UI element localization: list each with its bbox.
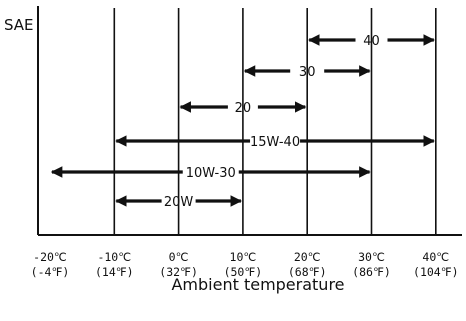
- grade-range-2: 20: [179, 101, 307, 116]
- temperature-tick-labels: -20℃(-4℉) -10℃(14℉) 0℃(32℉) 10℃(50℉) 20℃(68℉…: [31, 250, 459, 279]
- x-axis-title: Ambient temperature: [171, 275, 344, 294]
- tick-label-fahrenheit: (50℉): [224, 265, 263, 279]
- grade-ranges: 40 30 20 15W-40 10W-30 20W: [50, 34, 435, 210]
- grade-range-3: 15W-40: [115, 135, 435, 150]
- grade-range-0: 40: [308, 34, 435, 49]
- tick-label-fahrenheit: (14℉): [95, 265, 134, 279]
- grade-label: 20: [235, 101, 252, 116]
- tick-label-fahrenheit: (-4℉): [31, 265, 70, 279]
- tick-label-fahrenheit: (68℉): [288, 265, 327, 279]
- tick-label-celsius: 10℃: [230, 250, 257, 264]
- tick-label-celsius: 30℃: [358, 250, 385, 264]
- temperature-gridlines: [113, 8, 437, 235]
- grade-range-5: 20W: [115, 195, 243, 210]
- tick-label-fahrenheit: (32℉): [159, 265, 198, 279]
- tick-label-fahrenheit: (104℉): [413, 265, 459, 279]
- tick-label-celsius: -20℃: [33, 250, 67, 264]
- tick-label-celsius: 20℃: [294, 250, 321, 264]
- y-axis-label: SAE: [4, 16, 34, 34]
- grade-label: 15W-40: [250, 135, 300, 150]
- grade-label: 20W: [164, 195, 194, 210]
- grade-label: 30: [299, 65, 316, 80]
- grade-range-4: 10W-30: [50, 166, 371, 181]
- grade-label: 10W-30: [186, 166, 236, 181]
- grade-label: 40: [363, 34, 380, 49]
- tick-label-celsius: -10℃: [97, 250, 131, 264]
- grade-range-1: 30: [243, 65, 371, 80]
- tick-label-fahrenheit: (86℉): [352, 265, 391, 279]
- tick-label-celsius: 40℃: [422, 250, 449, 264]
- tick-label-celsius: 0℃: [169, 250, 189, 264]
